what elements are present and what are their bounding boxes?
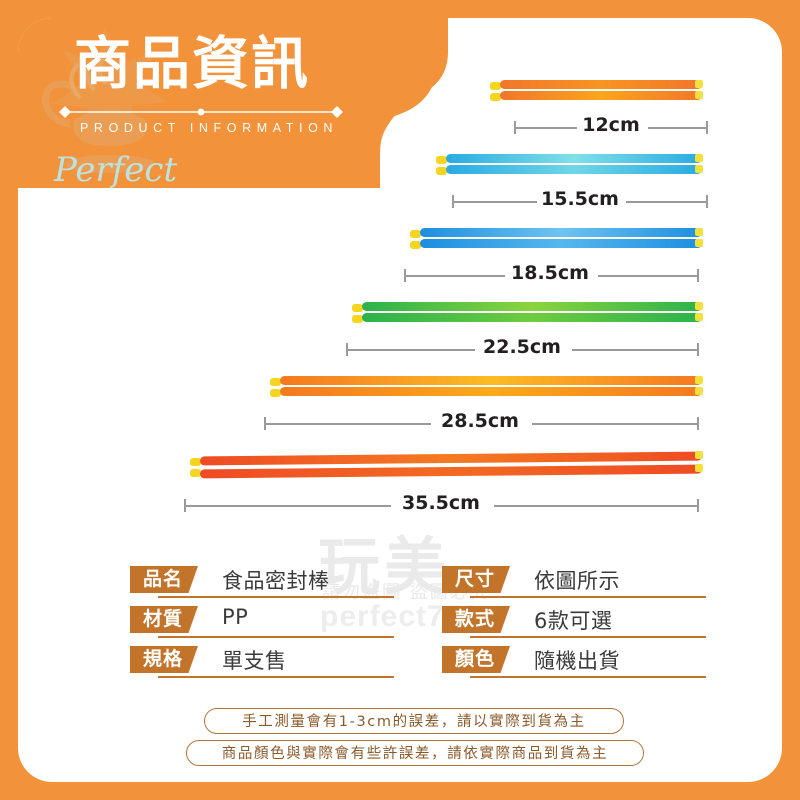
- spec-value-material: PP: [222, 605, 249, 629]
- product-row: 12cm: [490, 74, 708, 136]
- spec-label-color: 顏色: [442, 646, 510, 673]
- stick-tip-icon: [352, 315, 363, 323]
- header-orange-shape: [18, 18, 448, 188]
- stick-tip-icon: [190, 458, 201, 466]
- product-row: 18.5cm: [404, 222, 708, 284]
- dimension-label: 28.5cm: [441, 410, 519, 432]
- stick-tip-icon: [695, 154, 703, 162]
- spec-label-size: 尺寸: [442, 566, 510, 593]
- dimension-label: 22.5cm: [483, 336, 561, 358]
- stick-tip-icon: [695, 313, 703, 321]
- spec-underline: [470, 596, 706, 598]
- spec-row: 顏色 隨機出貨: [442, 646, 710, 684]
- spec-label-material: 材質: [130, 606, 198, 633]
- product-stick: [446, 165, 702, 174]
- product-stick: [280, 387, 702, 396]
- spec-table: 品名 食品密封棒 材質 PP 規格 單支售 尺寸 依圖所: [130, 566, 710, 684]
- stick-tip-icon: [490, 82, 501, 90]
- spec-value-color: 隨機出貨: [534, 649, 620, 673]
- product-stick: [199, 464, 703, 479]
- dimension-line: 12cm: [514, 114, 708, 138]
- stick-tip-icon: [190, 469, 201, 477]
- dimension-line: 35.5cm: [184, 492, 700, 516]
- product-stick: [500, 91, 702, 100]
- stick-tip-icon: [695, 228, 703, 236]
- spec-value-specification: 單支售: [222, 649, 287, 673]
- stick-tip-icon: [695, 451, 703, 459]
- stick-tip-icon: [352, 304, 363, 312]
- stick-tip-icon: [436, 156, 447, 164]
- dimension-label: 12cm: [582, 114, 640, 136]
- svg-text:Perfect: Perfect: [53, 150, 177, 190]
- spec-value-size: 依圖所示: [534, 569, 620, 593]
- product-stick: [362, 302, 702, 311]
- dimension-label: 18.5cm: [511, 262, 589, 284]
- spec-value-product-name: 食品密封棒: [222, 569, 330, 593]
- product-stick: [446, 154, 702, 163]
- stick-tip-icon: [695, 302, 703, 310]
- dimension-line: 22.5cm: [346, 336, 700, 360]
- spec-underline: [158, 676, 394, 678]
- stick-tip-icon: [270, 389, 281, 397]
- product-row: 28.5cm: [264, 370, 708, 432]
- spec-row: 品名 食品密封棒: [130, 566, 398, 604]
- spec-row: 尺寸 依圖所示: [442, 566, 710, 604]
- product-stick: [280, 376, 702, 385]
- spec-underline: [470, 676, 706, 678]
- spec-label-product-name: 品名: [130, 566, 198, 593]
- product-row: 15.5cm: [436, 148, 708, 210]
- spec-column-left: 品名 食品密封棒 材質 PP 規格 單支售: [130, 566, 398, 686]
- product-stick: [199, 451, 703, 466]
- product-size-chart: 12cm 15.5cm: [18, 18, 782, 782]
- disclaimer-color: 商品顏色與實際會有些許誤差，請依實際商品到貨為主: [186, 740, 644, 766]
- spec-underline: [158, 636, 394, 638]
- product-stick: [420, 239, 702, 248]
- stick-tip-icon: [695, 376, 703, 384]
- stick-tip-icon: [695, 91, 703, 99]
- spec-underline: [158, 596, 394, 598]
- title-divider: [59, 106, 343, 118]
- spec-value-style: 6款可選: [534, 609, 613, 633]
- spec-label-specification: 規格: [130, 646, 198, 673]
- spec-underline: [470, 636, 706, 638]
- stick-tip-icon: [695, 239, 703, 247]
- product-stick: [420, 228, 702, 237]
- dimension-label: 15.5cm: [541, 188, 619, 210]
- stick-tip-icon: [436, 167, 447, 175]
- disclaimer-measurement: 手工測量會有1-3cm的誤差，請以實際到貨為主: [204, 708, 624, 734]
- white-card: 商品資訊 PRODUCT INFORMATION Perfect: [18, 18, 782, 782]
- product-row: 22.5cm: [346, 296, 708, 358]
- stick-tip-icon: [270, 378, 281, 386]
- spec-row: 款式 6款可選: [442, 606, 710, 644]
- stick-tip-icon: [695, 80, 703, 88]
- spec-label-style: 款式: [442, 606, 510, 633]
- product-row: 35.5cm: [184, 446, 708, 514]
- page-title: 商品資訊: [74, 31, 310, 97]
- dimension-label: 35.5cm: [402, 492, 480, 514]
- stick-tip-icon: [410, 230, 421, 238]
- product-stick: [362, 313, 702, 322]
- dimension-line: 15.5cm: [452, 188, 708, 212]
- stick-tip-icon: [410, 241, 421, 249]
- product-stick: [500, 80, 702, 89]
- spec-column-right: 尺寸 依圖所示 款式 6款可選 顏色 隨機出貨: [442, 566, 710, 686]
- stick-tip-icon: [490, 93, 501, 101]
- stick-tip-icon: [695, 165, 703, 173]
- dimension-line: 18.5cm: [404, 262, 700, 286]
- stick-tip-icon: [695, 387, 703, 395]
- dimension-line: 28.5cm: [264, 410, 700, 434]
- stick-tip-icon: [695, 464, 703, 472]
- page-subtitle: PRODUCT INFORMATION: [80, 121, 339, 135]
- spec-row: 規格 單支售: [130, 646, 398, 684]
- brand-logo-perfect: Perfect: [53, 150, 177, 190]
- spec-row: 材質 PP: [130, 605, 398, 644]
